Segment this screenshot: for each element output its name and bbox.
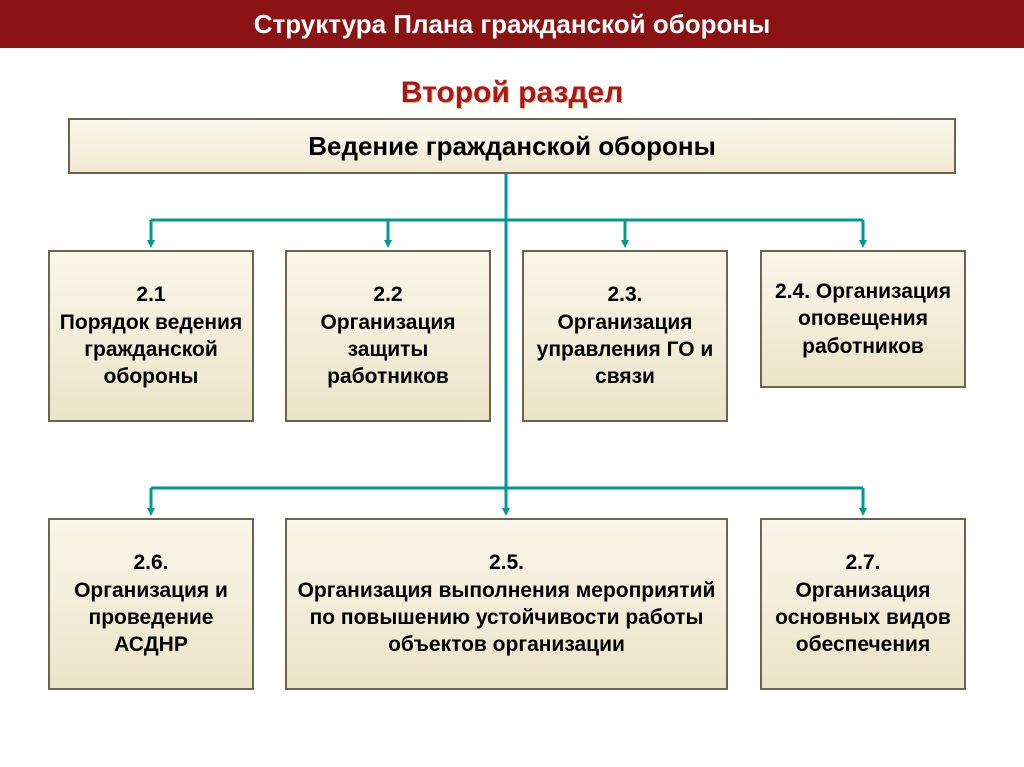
page-title: Структура Плана гражданской обороны: [254, 9, 771, 40]
box-2-2: 2.2Организация защиты работников: [285, 250, 491, 422]
box-2-6: 2.6.Организация и проведение АСДНР: [48, 518, 254, 690]
title-bar: Структура Плана гражданской обороны: [0, 0, 1024, 48]
box-2-5: 2.5.Организация выполнения мероприятий п…: [285, 518, 728, 690]
subtitle: Второй раздел: [0, 76, 1024, 110]
main-box: Ведение гражданской обороны: [68, 118, 956, 174]
box-2-1: 2.1Порядок ведения гражданской обороны: [48, 250, 254, 422]
box-2-3: 2.3.Организация управления ГО и связи: [522, 250, 728, 422]
box-2-7: 2.7.Организация основных видов обеспечен…: [760, 518, 966, 690]
box-2-4: 2.4. Организация оповещения работников: [760, 250, 966, 388]
